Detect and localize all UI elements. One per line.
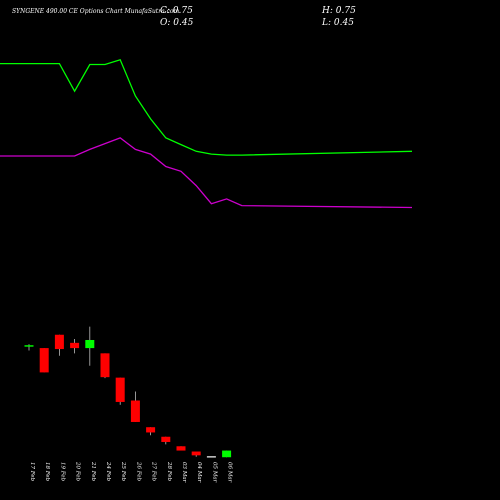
- candle-body: [70, 342, 80, 349]
- candle-26-feb: [130, 391, 140, 422]
- open-readout: O: 0.45: [160, 18, 193, 28]
- candle-05-mar: [206, 456, 216, 458]
- candle-body: [54, 334, 64, 350]
- date-label: 03 Mar: [181, 462, 187, 483]
- open-value: 0.45: [173, 18, 194, 28]
- candle-25-feb: [115, 377, 125, 405]
- moving-average-lines: [0, 59, 413, 209]
- candle-04-mar: [191, 451, 201, 457]
- date-label: 17 Feb: [29, 462, 35, 482]
- candle-body: [222, 450, 232, 458]
- date-label: 26 Feb: [135, 461, 141, 482]
- open-label: O:: [160, 18, 171, 28]
- date-label: 21 Feb: [90, 461, 96, 482]
- candle-body: [39, 348, 49, 373]
- candle-body: [130, 400, 140, 422]
- date-labels: 17 Feb 18 Feb 19 Feb 20 Feb 21 Feb 24 Feb 25 F…: [29, 461, 233, 483]
- candle-19-feb: [54, 334, 64, 356]
- candle-18-feb: [39, 348, 49, 373]
- candle-body: [161, 436, 171, 442]
- candlesticks: [24, 326, 232, 458]
- date-label: 28 Feb: [166, 461, 172, 482]
- close-readout: C: 0.75: [160, 6, 193, 16]
- candle-06-mar: [222, 450, 232, 458]
- candle-body: [85, 339, 95, 349]
- candle-body: [100, 353, 110, 378]
- candle-body: [191, 451, 201, 456]
- close-value: 0.75: [172, 6, 193, 16]
- low-label: L:: [322, 18, 332, 28]
- low-readout: L: 0.45: [322, 18, 354, 28]
- candle-21-feb: [85, 326, 95, 366]
- date-label: 27 Feb: [151, 461, 157, 482]
- date-label: 06 Mar: [227, 462, 233, 483]
- candle-03-mar: [176, 446, 186, 451]
- date-label: 25 Feb: [120, 461, 126, 482]
- date-label: 20 Feb: [75, 461, 81, 482]
- candle-body: [176, 446, 186, 451]
- date-label: 24 Feb: [105, 461, 111, 482]
- candle-body: [115, 377, 125, 402]
- high-readout: H: 0.75: [322, 6, 356, 16]
- candle-20-feb: [70, 339, 80, 354]
- chart-title: SYNGENE 490.00 CE Options Chart MunafaSu…: [12, 8, 180, 15]
- high-label: H:: [322, 6, 333, 16]
- high-value: 0.75: [335, 6, 356, 16]
- date-label: 18 Feb: [44, 462, 50, 482]
- candle-body: [146, 427, 156, 433]
- date-label: 04 Mar: [196, 462, 202, 483]
- moving-average-line-1: [0, 59, 413, 156]
- close-label: C:: [160, 6, 170, 16]
- candle-body: [206, 456, 216, 458]
- candle-17-feb: [24, 344, 34, 351]
- candle-28-feb: [161, 436, 171, 445]
- moving-average-line-2: [0, 137, 413, 209]
- date-label: 05 Mar: [211, 462, 217, 483]
- candle-24-feb: [100, 353, 110, 379]
- candle-body: [24, 345, 34, 347]
- low-value: 0.45: [333, 18, 354, 28]
- candle-27-feb: [146, 427, 156, 436]
- date-label: 19 Feb: [59, 462, 65, 482]
